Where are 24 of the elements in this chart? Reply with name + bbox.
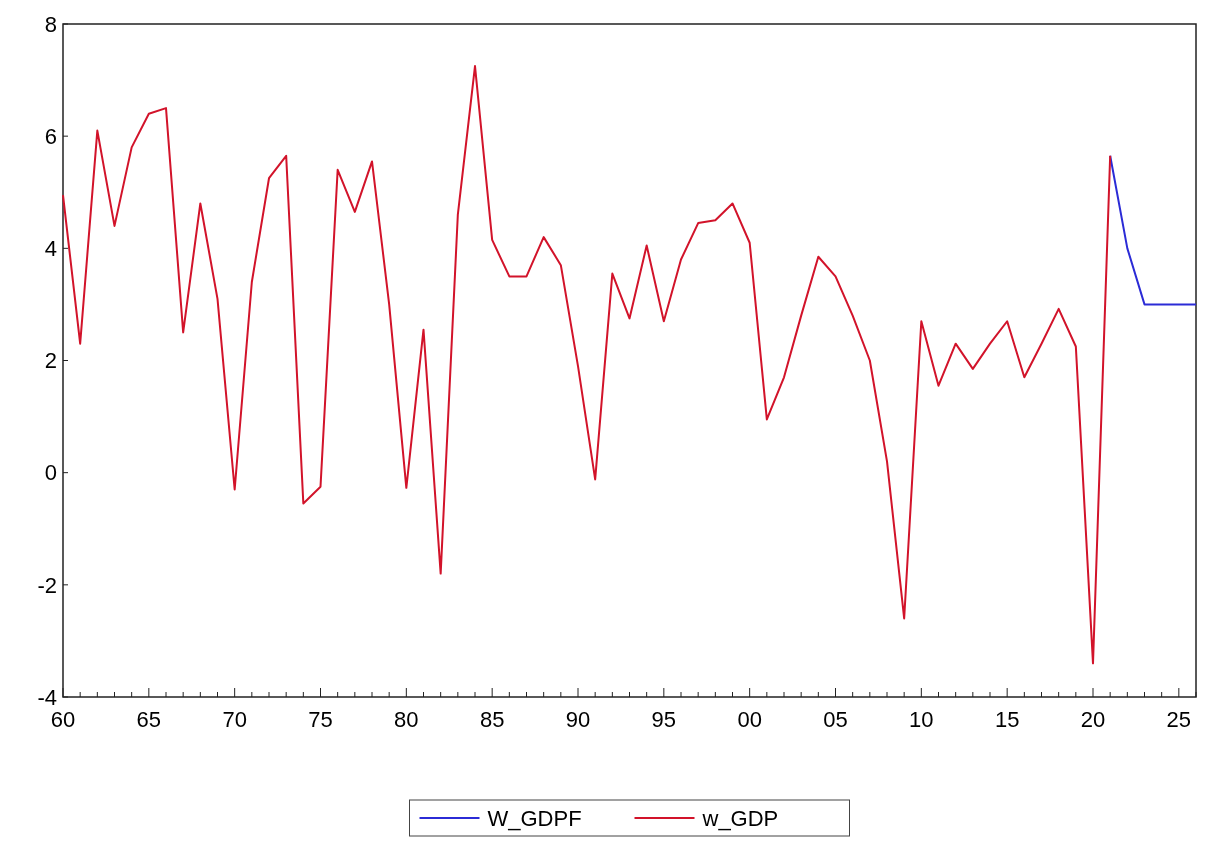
x-tick-label: 20 xyxy=(1080,707,1106,732)
line-series xyxy=(62,65,1112,665)
y-tick-label: 2 xyxy=(44,348,57,374)
x-tick-label: 75 xyxy=(308,707,333,732)
x-tick-label: 85 xyxy=(479,707,505,732)
x-tick-label: 05 xyxy=(823,707,848,732)
legend-label: W_GDPF xyxy=(487,805,582,831)
y-tick-label: -4 xyxy=(37,684,57,710)
y-tick-label: 6 xyxy=(44,123,57,149)
x-tick-label: 00 xyxy=(737,707,762,732)
y-tick-label: 8 xyxy=(44,11,57,37)
x-tick-label: 95 xyxy=(651,707,677,732)
x-tick-label: 25 xyxy=(1166,707,1192,732)
y-tick-label: -2 xyxy=(37,572,57,598)
x-tick-label: 60 xyxy=(50,707,76,732)
x-tick-label: 80 xyxy=(394,707,419,732)
y-tick-label: 4 xyxy=(44,236,57,262)
legend-label: w_GDP xyxy=(701,805,779,831)
x-tick-label: 70 xyxy=(222,707,247,732)
x-tick-label: 15 xyxy=(994,707,1020,732)
x-tick-label: 65 xyxy=(136,707,162,732)
x-tick-label: 90 xyxy=(565,707,591,732)
y-tick-label: 0 xyxy=(44,460,57,486)
x-tick-label: 10 xyxy=(909,707,934,732)
